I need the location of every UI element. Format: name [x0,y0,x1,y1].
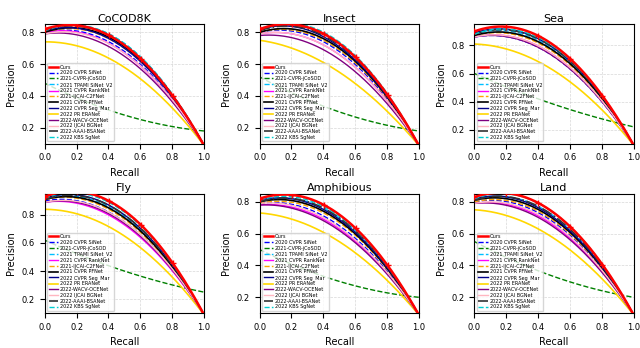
X-axis label: Recall: Recall [324,338,354,347]
Legend: Ours, 2020 CVPR SiNet, 2021-CVPR-jCoSOD, 2021 TPAMI SiNet_V2, 2021 CVPR RankNet,: Ours, 2020 CVPR SiNet, 2021-CVPR-jCoSOD,… [47,63,114,141]
Y-axis label: Precision: Precision [436,62,446,106]
Legend: Ours, 2020 CVPR SiNet, 2021-CVPR-jCoSOD, 2021 TPAMI SiNet_V2, 2021 CVPR RankNet,: Ours, 2020 CVPR SiNet, 2021-CVPR-jCoSOD,… [262,63,329,141]
Legend: Ours, 2020 CVPR SiNet, 2021-CVPR-jCoSOD, 2021 TPAMI SiNet_V2, 2021 CVPR RankNet,: Ours, 2020 CVPR SiNet, 2021-CVPR-jCoSOD,… [477,63,543,141]
X-axis label: Recall: Recall [109,338,139,347]
Title: CoCOD8K: CoCOD8K [97,14,151,24]
X-axis label: Recall: Recall [324,168,354,178]
Title: Insect: Insect [323,14,356,24]
Y-axis label: Precision: Precision [221,62,231,106]
Legend: Ours, 2020 CVPR SiNet, 2021-CVPR-jCoSOD, 2021 TPAMI SiNet_V2, 2021 CVPR RankNet,: Ours, 2020 CVPR SiNet, 2021-CVPR-jCoSOD,… [262,233,329,311]
X-axis label: Recall: Recall [540,168,569,178]
Y-axis label: Precision: Precision [6,62,16,106]
Y-axis label: Precision: Precision [6,232,16,275]
Title: Fly: Fly [116,183,132,193]
Y-axis label: Precision: Precision [436,232,446,275]
Title: Amphibious: Amphibious [307,183,372,193]
Legend: Ours, 2020 CVPR SiNet, 2021-CVPR-jCoSOD, 2021 TPAMI SiNet_V2, 2021 CVPR RankNet,: Ours, 2020 CVPR SiNet, 2021-CVPR-jCoSOD,… [47,233,114,311]
X-axis label: Recall: Recall [109,168,139,178]
Legend: Ours, 2020 CVPR SiNet, 2021-CVPR-jCoSOD, 2021 TPAMI SiNet_V2, 2021 CVPR RankNet,: Ours, 2020 CVPR SiNet, 2021-CVPR-jCoSOD,… [477,233,543,311]
Title: Land: Land [540,183,568,193]
Y-axis label: Precision: Precision [221,232,231,275]
Title: Sea: Sea [543,14,564,24]
X-axis label: Recall: Recall [540,338,569,347]
